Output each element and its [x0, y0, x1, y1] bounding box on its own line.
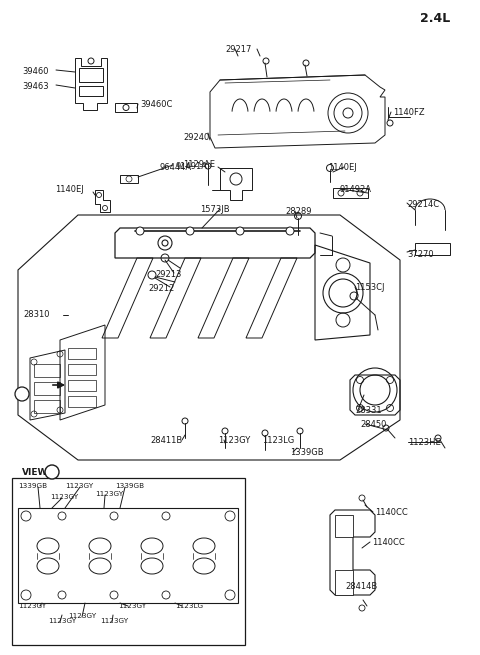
Text: 1140CC: 1140CC	[372, 538, 405, 547]
Text: 91491A: 91491A	[175, 162, 207, 171]
Text: 1123GY: 1123GY	[65, 483, 93, 489]
Text: 1573JB: 1573JB	[200, 205, 229, 214]
Text: 1123GY: 1123GY	[118, 603, 146, 609]
Text: 1153CJ: 1153CJ	[355, 283, 384, 292]
Text: 1140CC: 1140CC	[375, 508, 408, 517]
Text: 1339GB: 1339GB	[115, 483, 144, 489]
Text: 1339GB: 1339GB	[290, 448, 324, 457]
Text: 2.4L: 2.4L	[420, 12, 450, 25]
Text: 37270: 37270	[407, 250, 433, 259]
Text: 91492A: 91492A	[340, 185, 372, 194]
Text: 1123GY: 1123GY	[48, 618, 76, 624]
Text: 1123GY: 1123GY	[95, 491, 123, 497]
Polygon shape	[335, 570, 353, 595]
Text: 1123LG: 1123LG	[262, 436, 294, 445]
Text: 1123GY: 1123GY	[68, 613, 96, 619]
Text: 1339GB: 1339GB	[18, 483, 47, 489]
Text: 28450: 28450	[360, 420, 386, 429]
Text: 28331: 28331	[355, 406, 382, 415]
Polygon shape	[335, 515, 353, 537]
Text: A: A	[19, 390, 25, 398]
Circle shape	[186, 227, 194, 235]
Text: 28310: 28310	[23, 310, 49, 319]
Circle shape	[15, 387, 29, 401]
Text: 1123LG: 1123LG	[175, 603, 203, 609]
Text: 28414B: 28414B	[345, 582, 377, 591]
Text: 1140EJ: 1140EJ	[55, 185, 84, 194]
Text: A: A	[48, 468, 56, 476]
Text: 1123GY: 1123GY	[50, 494, 78, 500]
Text: 1140EJ: 1140EJ	[328, 163, 357, 172]
Text: 29213: 29213	[155, 270, 181, 279]
Circle shape	[236, 227, 244, 235]
Text: 39460: 39460	[22, 67, 48, 76]
Circle shape	[136, 227, 144, 235]
Text: 28411B: 28411B	[150, 436, 182, 445]
Text: 1123HE: 1123HE	[408, 438, 441, 447]
Text: 1123GY: 1123GY	[100, 618, 128, 624]
Text: 1123GY: 1123GY	[218, 436, 250, 445]
Text: 39460C: 39460C	[140, 100, 172, 109]
Text: 28289: 28289	[285, 207, 312, 216]
Text: 1140FZ: 1140FZ	[393, 108, 425, 117]
Text: 29217: 29217	[225, 45, 252, 54]
Text: VIEW: VIEW	[22, 468, 48, 477]
Text: 96444A: 96444A	[160, 163, 192, 172]
Text: 1129AE: 1129AE	[183, 160, 215, 169]
Circle shape	[286, 227, 294, 235]
Text: 1123GY: 1123GY	[18, 603, 46, 609]
Text: 39463: 39463	[22, 82, 48, 91]
Text: 29212: 29212	[148, 284, 174, 293]
Text: 29214C: 29214C	[407, 200, 439, 209]
Circle shape	[45, 465, 59, 479]
Text: 29240: 29240	[183, 133, 209, 142]
